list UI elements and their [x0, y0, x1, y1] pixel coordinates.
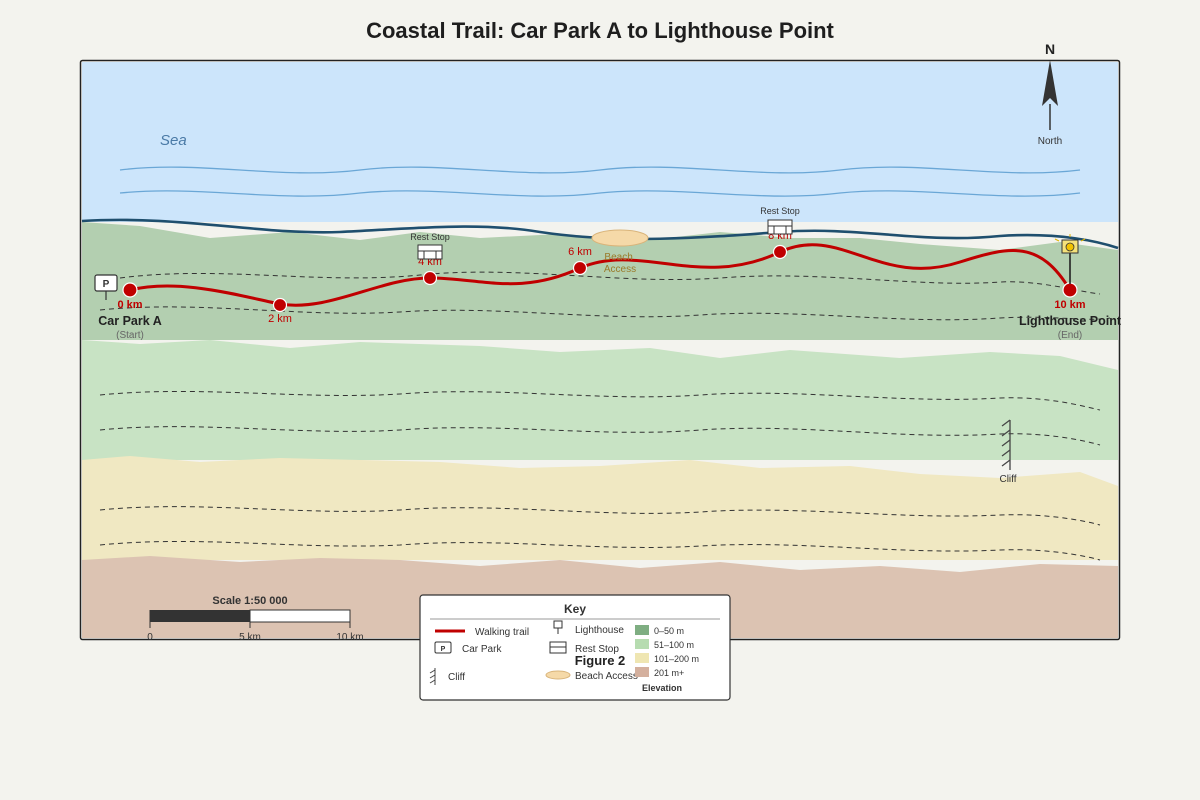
elevation-band-101-200	[82, 456, 1118, 560]
legend-box	[419, 594, 731, 701]
elevation-band-51-100	[82, 340, 1118, 460]
contour-line	[99, 306, 1111, 321]
contour-lines	[99, 271, 1111, 561]
map-title: Coastal Trail: Car Park A to Lighthouse …	[366, 18, 834, 43]
scale-tick-label: 5 km	[239, 632, 261, 643]
figure-label: Figure 2	[575, 653, 626, 668]
legend-elevation-swatch	[635, 667, 649, 677]
legend-elevation-title: Elevation	[642, 683, 682, 693]
cliff-label: Cliff	[999, 474, 1016, 485]
trail-marker-4km[interactable]	[422, 270, 438, 286]
scale-tick-label: 10 km	[336, 632, 363, 643]
distance-label: 6 km	[568, 246, 592, 258]
legend-title: Key	[564, 602, 586, 616]
legend-rest-stop-icon	[549, 641, 567, 654]
contour-line	[99, 390, 1101, 411]
sea-area	[82, 62, 1118, 222]
contour-line	[99, 540, 1101, 561]
legend-elevation-swatch	[635, 639, 649, 649]
end-label: Lighthouse Point	[1019, 314, 1122, 328]
lighthouse-icon[interactable]	[1054, 234, 1086, 284]
legend-lighthouse-icon	[553, 620, 563, 634]
beach-access-label: Beach Access	[604, 252, 636, 275]
elevation-band-0-50	[82, 222, 1118, 340]
distance-label: 2 km	[268, 313, 292, 325]
start-note: (Start)	[116, 330, 144, 341]
legend-beach-label: Beach Access	[575, 671, 638, 682]
legend-trail-label: Walking trail	[475, 627, 529, 638]
legend-rest-stop-label: Rest Stop	[575, 644, 619, 655]
distance-label: 10 km	[1054, 299, 1085, 311]
trail-marker-10km[interactable]	[1062, 282, 1078, 298]
rest-stop-icon[interactable]	[417, 244, 443, 260]
legend-elevation-swatch	[635, 625, 649, 635]
trail-marker-0km[interactable]	[122, 282, 138, 298]
cliff-icon	[1001, 419, 1011, 470]
legend-elevation-label: 101–200 m	[654, 654, 699, 664]
legend-cliff-label: Cliff	[448, 672, 465, 683]
trail-marker-8km[interactable]	[772, 244, 788, 260]
trail-marker-2km[interactable]	[272, 297, 288, 313]
legend-cliff-icon	[429, 668, 436, 685]
scale-tick-label: 0	[147, 632, 153, 643]
scale-bar-dark	[150, 610, 250, 622]
sea-wave	[119, 190, 1081, 197]
car-park-icon[interactable]: P	[94, 274, 118, 300]
legend-beach-icon	[545, 670, 571, 680]
sea-label: Sea	[160, 132, 187, 149]
beach-access-word-1: Beach	[604, 252, 632, 263]
rest-stop-label: Rest Stop	[760, 206, 800, 216]
rest-stop-label: Rest Stop	[410, 232, 450, 242]
contour-line	[99, 426, 1101, 446]
north-letter: N	[1045, 41, 1055, 57]
trail-markers	[122, 244, 1078, 313]
legend-car-park-symbol: P	[441, 646, 446, 653]
contour-line	[99, 506, 1101, 526]
legend-car-park-label: Car Park	[462, 644, 502, 655]
legend-lighthouse-label: Lighthouse	[575, 625, 624, 636]
legend: Key Walking trail P Car Park Cliff Light…	[419, 594, 731, 701]
legend-elevation-label: 0–50 m	[654, 626, 684, 636]
north-label: North	[1038, 136, 1062, 147]
rest-stop-icon[interactable]	[767, 219, 793, 235]
sea-wave	[119, 166, 1081, 174]
legend-car-park-icon: P	[434, 641, 452, 654]
car-park-symbol: P	[103, 279, 110, 290]
end-note: (End)	[1058, 330, 1082, 341]
legend-elevation-label: 201 m+	[654, 668, 684, 678]
distance-label: 0 km	[117, 299, 142, 311]
trail-marker-6km[interactable]	[572, 260, 588, 276]
legend-elevation-label: 51–100 m	[654, 640, 694, 650]
beach-access-word-2: Access	[604, 264, 636, 275]
scale-bar-light	[249, 609, 351, 623]
scale-title: Scale 1:50 000	[212, 595, 287, 607]
north-arrow-icon	[1042, 60, 1058, 130]
beach-access-icon[interactable]	[591, 229, 649, 247]
contour-line	[119, 271, 1101, 295]
start-label: Car Park A	[98, 314, 161, 328]
legend-elevation-swatch	[635, 653, 649, 663]
